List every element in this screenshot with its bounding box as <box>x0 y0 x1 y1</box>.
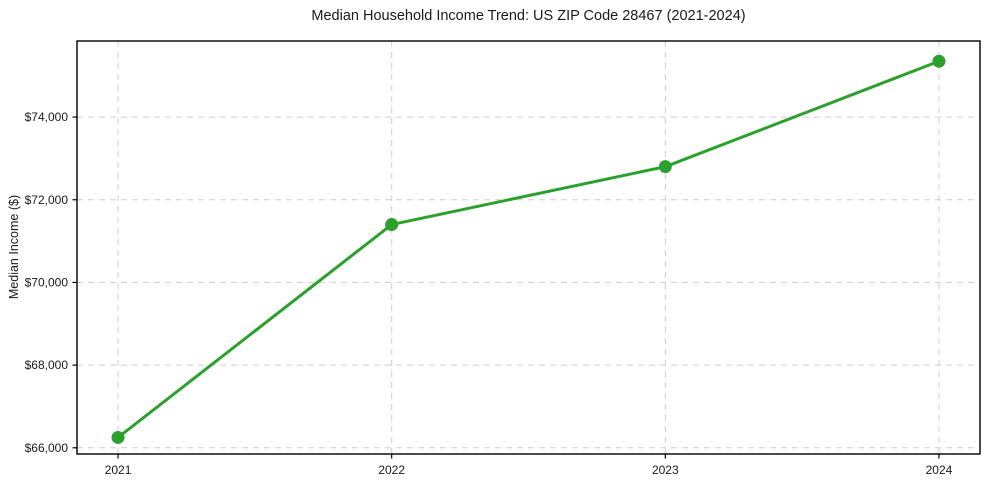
axes-spines <box>76 40 981 455</box>
data-point-marker <box>658 160 672 174</box>
data-point-marker <box>111 430 125 444</box>
x-tick-label: 2022 <box>378 463 405 477</box>
x-tick-label: 2021 <box>105 463 132 477</box>
y-tick-label: $74,000 <box>25 110 69 124</box>
data-point-marker <box>385 218 399 232</box>
gridlines <box>77 41 980 454</box>
x-tick-label: 2024 <box>926 463 953 477</box>
plot-border <box>76 40 981 455</box>
y-tick-label: $72,000 <box>25 193 69 207</box>
x-tick-label: 2023 <box>652 463 679 477</box>
y-tick-label: $70,000 <box>25 275 69 289</box>
data-point-marker <box>932 54 946 68</box>
y-tick-label: $66,000 <box>25 441 69 455</box>
axis-ticks <box>72 116 940 459</box>
y-tick-label: $68,000 <box>25 358 69 372</box>
axis-tick-labels: 2021 2022 2023 2024 $66,000 $68,000 $70,000 $72… <box>25 110 953 477</box>
chart-title: Median Household Income Trend: US ZIP Co… <box>311 8 746 24</box>
data-series <box>111 54 946 444</box>
income-trend-line <box>116 59 941 439</box>
